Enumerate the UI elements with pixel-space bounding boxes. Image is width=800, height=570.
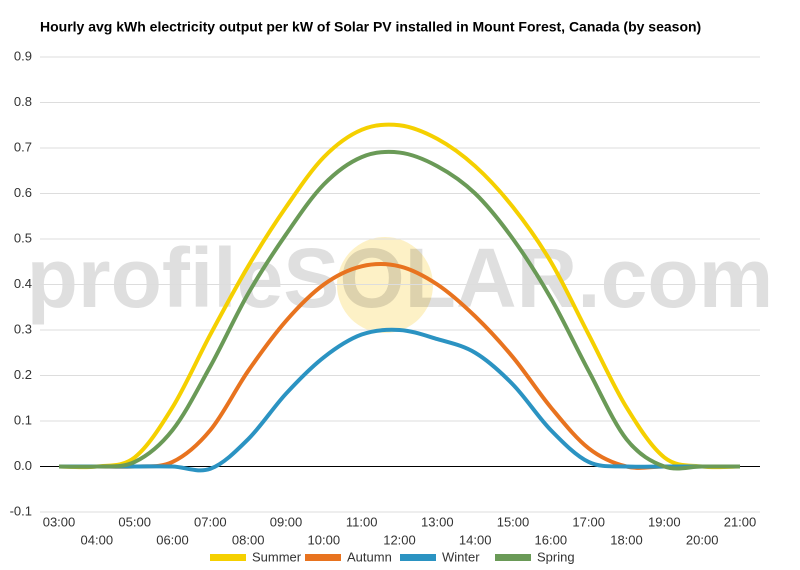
x-tick-label: 06:00 (156, 532, 189, 547)
x-tick-label: 17:00 (572, 514, 605, 529)
series-line (58, 149, 740, 471)
y-tick-label: 0.7 (14, 139, 32, 154)
x-tick-label: 05:00 (118, 514, 151, 529)
y-tick-label: 0.2 (14, 367, 32, 382)
watermark: profileSOLAR.com (27, 231, 774, 325)
x-tick-label: 08:00 (232, 532, 265, 547)
series-line (58, 122, 741, 470)
x-tick-label: 11:00 (346, 514, 378, 529)
x-tick-label: 18:00 (610, 532, 643, 547)
x-tick-label: 20:00 (686, 532, 719, 547)
y-tick-label: 0.1 (14, 412, 32, 427)
x-tick-label: 10:00 (308, 532, 341, 547)
x-tick-label: 04:00 (81, 532, 114, 547)
legend-label: Autumn (347, 549, 392, 564)
legend-swatch (400, 554, 436, 561)
legend-label: Summer (252, 549, 302, 564)
x-tick-label: 13:00 (421, 514, 454, 529)
y-tick-label: 0.8 (14, 94, 32, 109)
x-tick-label: 14:00 (459, 532, 492, 547)
legend-swatch (305, 554, 341, 561)
legend-swatch (495, 554, 531, 561)
x-tick-label: 09:00 (270, 514, 303, 529)
x-tick-label: 03:00 (43, 514, 76, 529)
y-tick-label: 0.0 (14, 458, 32, 473)
x-tick-label: 16:00 (535, 532, 568, 547)
chart-title: Hourly avg kWh electricity output per kW… (40, 19, 701, 35)
y-tick-label: 0.4 (14, 276, 32, 291)
y-tick-label: 0.6 (14, 185, 32, 200)
x-tick-label: 07:00 (194, 514, 227, 529)
x-tick-label: 19:00 (648, 514, 681, 529)
y-tick-label: 0.9 (14, 48, 32, 63)
x-tick-label: 21:00 (724, 514, 757, 529)
y-tick-label: -0.1 (10, 503, 32, 518)
legend-label: Spring (537, 549, 575, 564)
legend-label: Winter (442, 549, 480, 564)
y-tick-label: 0.3 (14, 321, 32, 336)
y-tick-label: 0.5 (14, 230, 32, 245)
x-tick-label: 15:00 (497, 514, 530, 529)
series-line (59, 327, 740, 473)
legend-swatch (210, 554, 246, 561)
x-tick-label: 12:00 (383, 532, 416, 547)
